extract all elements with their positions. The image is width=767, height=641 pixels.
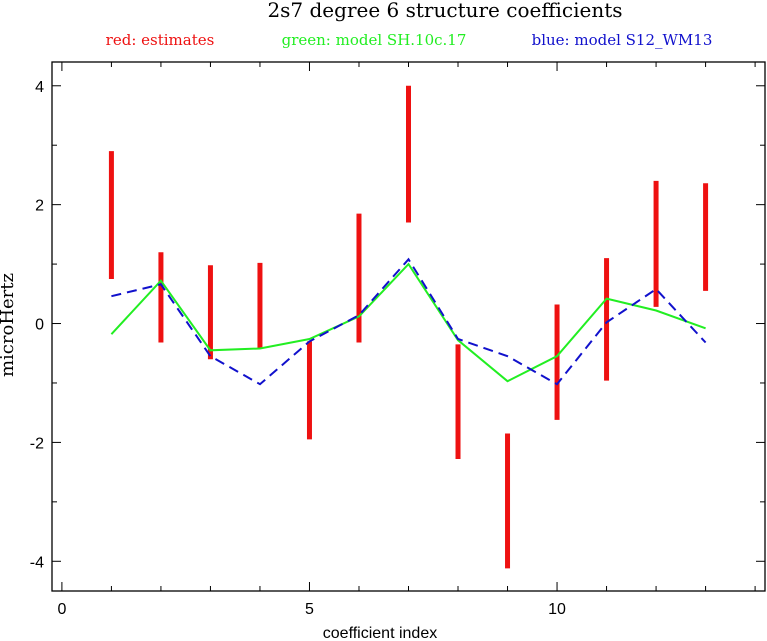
x-axis-label: coefficient index: [323, 625, 437, 641]
chart-title: 2s7 degree 6 structure coefficients: [267, 0, 622, 22]
x-tick-label: 10: [548, 601, 566, 618]
series-line: [111, 257, 707, 386]
series-line: [110, 262, 706, 383]
y-tick-label: -4: [30, 554, 44, 571]
model-series: [110, 257, 707, 386]
axis-ticks: [52, 62, 765, 591]
y-axis-label: microHertz: [0, 273, 18, 377]
x-tick-label: 0: [57, 601, 66, 618]
y-tick-label: 2: [35, 198, 44, 215]
y-tick-label: 4: [35, 79, 44, 96]
y-tick-label: 0: [35, 317, 44, 334]
estimate-bars: [108, 85, 709, 569]
tick-labels: -4 -2 0 2 4 0 5 10: [30, 79, 566, 618]
y-tick-label: -2: [30, 435, 44, 452]
legend-model-sh10c17: green: model SH.10c.17: [282, 31, 467, 49]
x-tick-label: 5: [305, 601, 314, 618]
legend-estimates: red: estimates: [106, 31, 215, 49]
legend-model-s12wm13: blue: model S12_WM13: [532, 31, 713, 49]
